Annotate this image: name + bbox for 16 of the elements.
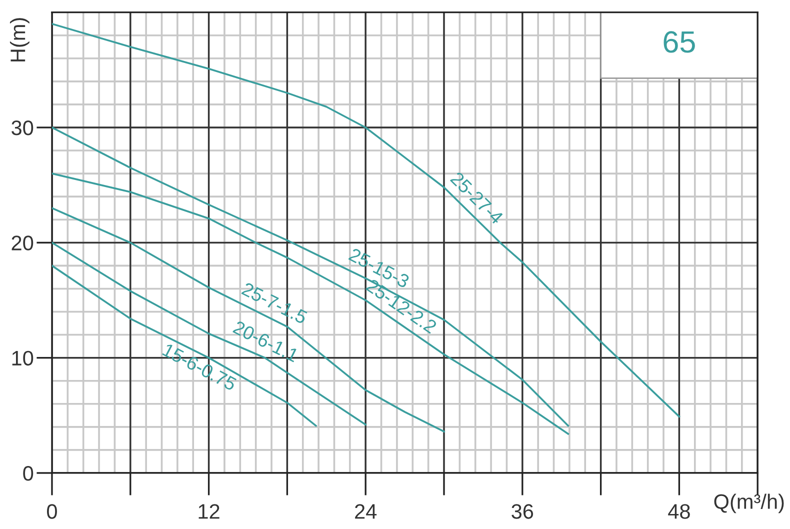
- y-tick-label: 20: [12, 236, 34, 250]
- line-series: [52, 126, 570, 427]
- x-tick-label: 24: [355, 504, 377, 519]
- y-tick-label: 30: [12, 120, 34, 136]
- line-series: [52, 207, 445, 432]
- annotation: 65: [664, 31, 695, 53]
- x-tick-label: 0: [47, 504, 57, 519]
- line-series: [52, 172, 570, 435]
- line-series: [52, 264, 317, 427]
- x-tick-label: 12: [198, 504, 220, 519]
- y-axis-title: H(m): [10, 18, 30, 62]
- x-axis-title: Q(m³/h): [714, 494, 784, 514]
- x-tick-label: 48: [668, 504, 690, 519]
- y-tick-label: 0: [23, 466, 34, 481]
- y-tick-label: 10: [12, 350, 34, 366]
- x-tick-label: 36: [512, 504, 534, 519]
